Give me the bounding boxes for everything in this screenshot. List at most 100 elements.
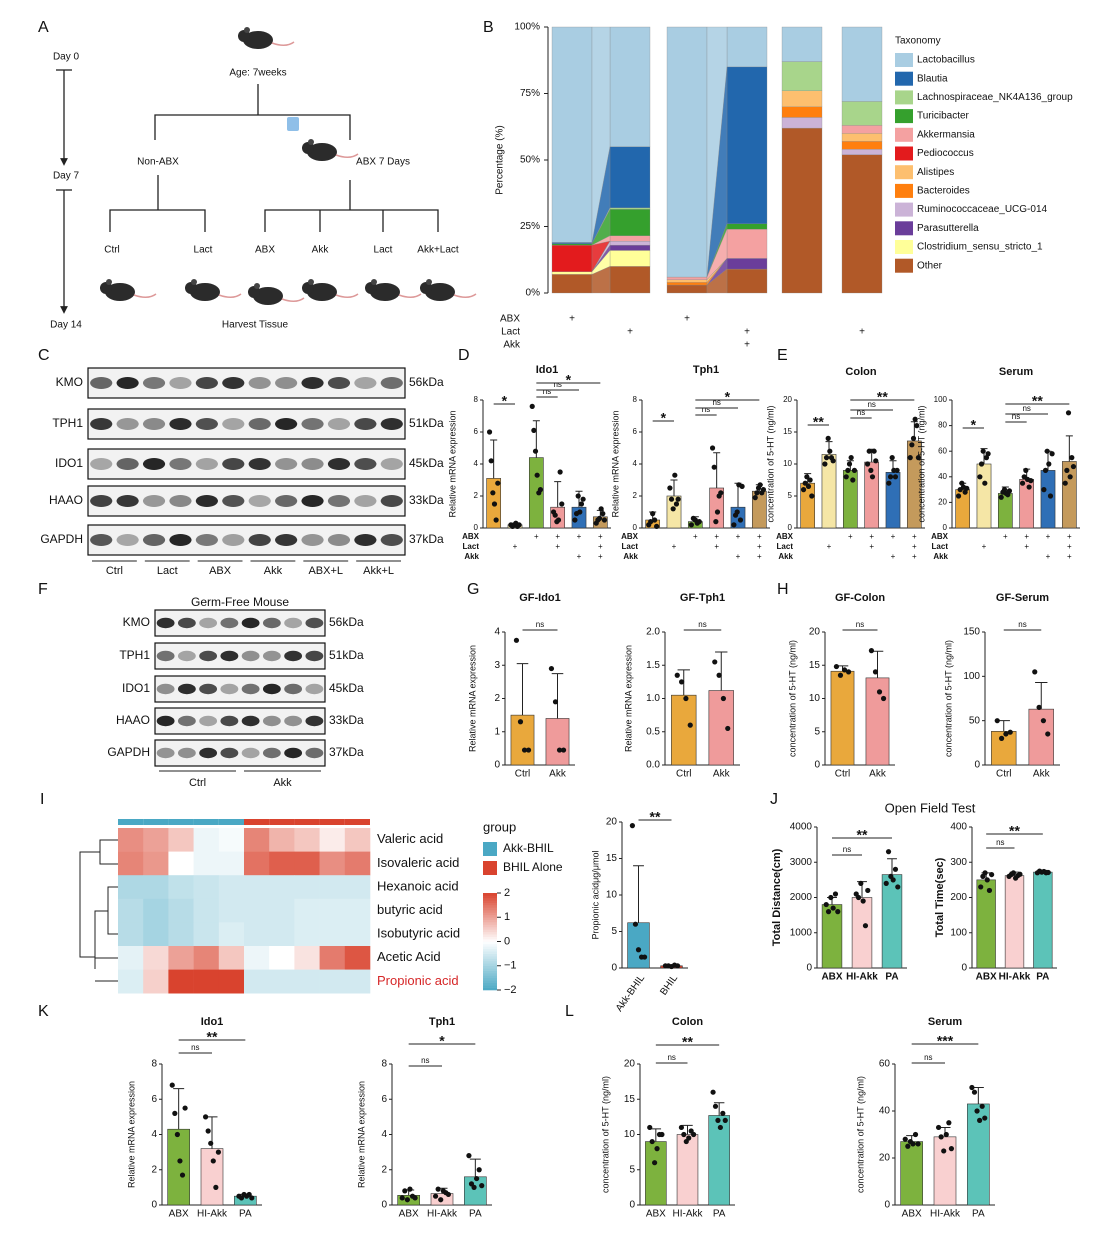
group-mark: + xyxy=(577,532,582,541)
y-tick-label: 6 xyxy=(151,1094,157,1105)
stack-segment xyxy=(726,229,768,259)
group-mark: + xyxy=(1024,542,1029,551)
y-tick-label: 2 xyxy=(494,693,500,704)
chart-title: Ido1 xyxy=(201,1016,224,1028)
data-point xyxy=(722,1117,728,1123)
bar xyxy=(200,1148,224,1206)
colorbar-step xyxy=(483,902,497,906)
data-point xyxy=(1044,448,1050,454)
data-point xyxy=(848,455,854,461)
heat-cell xyxy=(294,946,320,970)
x-tick-label: PA xyxy=(885,972,898,983)
data-point xyxy=(720,695,727,702)
group-mark: + xyxy=(744,340,750,351)
data-point xyxy=(914,423,920,429)
data-point xyxy=(654,1146,660,1152)
heat-cell xyxy=(319,851,346,876)
heat-cell xyxy=(143,875,169,900)
heat-cell xyxy=(294,851,320,876)
heat-cell xyxy=(244,922,270,947)
blot-band xyxy=(305,650,324,662)
data-point xyxy=(648,519,654,525)
stack-segment xyxy=(609,26,651,147)
protein-label: IDO1 xyxy=(122,681,150,695)
protein-label: GAPDH xyxy=(107,745,150,759)
blot-band xyxy=(327,418,351,430)
stack-segment xyxy=(609,235,651,242)
y-tick-label: 0 xyxy=(474,523,479,532)
data-point xyxy=(598,506,604,512)
group-strip xyxy=(118,819,144,825)
colorbar-step xyxy=(483,946,497,950)
axis xyxy=(482,400,611,529)
stack-segment xyxy=(781,26,823,62)
heat-cell xyxy=(344,969,371,994)
stack-segment xyxy=(551,244,593,272)
stack-segment xyxy=(551,242,593,244)
group-row-label: ABX xyxy=(931,532,949,541)
legend-swatch xyxy=(483,861,497,875)
significance-label: ** xyxy=(207,1029,218,1045)
dendrogram xyxy=(79,839,118,982)
blot-band xyxy=(275,418,298,430)
heat-cell xyxy=(218,946,245,970)
y-tick-label: 1.5 xyxy=(646,660,660,671)
data-point xyxy=(532,448,539,454)
colorbar-step xyxy=(483,963,497,967)
size-label: 45kDa xyxy=(329,681,364,695)
group-mark: + xyxy=(1024,532,1029,541)
y-axis-label: Relative mRNA expression xyxy=(623,645,633,752)
data-point xyxy=(1067,474,1073,480)
significance-label: ** xyxy=(650,809,661,825)
data-point xyxy=(905,1143,911,1149)
heat-cell xyxy=(143,946,169,970)
y-tick-label: 75% xyxy=(520,88,540,99)
colorbar-step xyxy=(483,929,497,933)
data-point xyxy=(825,435,831,441)
x-tick-label: PA xyxy=(713,1209,726,1220)
data-point xyxy=(757,482,763,488)
group-mark: + xyxy=(891,532,896,541)
blot-band xyxy=(284,747,303,759)
y-tick-label: 0 xyxy=(961,963,967,974)
blot-box xyxy=(87,408,406,440)
y-tick-label: 50 xyxy=(969,715,981,726)
data-point xyxy=(998,735,1005,742)
data-point xyxy=(560,747,567,753)
data-point xyxy=(672,472,678,478)
blot-band xyxy=(354,418,377,430)
data-point xyxy=(894,467,900,473)
data-point xyxy=(731,522,737,528)
blot-band xyxy=(380,377,403,389)
data-point xyxy=(548,665,555,672)
data-point xyxy=(517,719,524,725)
colorbar-step xyxy=(483,909,497,913)
group-strip xyxy=(143,819,169,825)
data-point xyxy=(830,905,836,911)
colorbar-step xyxy=(483,960,497,964)
significance-label: ** xyxy=(877,389,888,405)
y-tick-label: 15 xyxy=(624,1094,636,1105)
blot-band xyxy=(380,495,403,507)
data-point xyxy=(938,1134,944,1140)
row-label: Valeric acid xyxy=(377,831,443,846)
stack-segment xyxy=(609,207,651,210)
data-point xyxy=(865,887,871,894)
blot-band xyxy=(301,495,324,507)
blot-band xyxy=(305,715,324,727)
panel-label: I xyxy=(40,791,44,808)
heat-cell xyxy=(218,898,245,923)
heat-cell xyxy=(344,875,371,900)
y-tick-label: 20 xyxy=(809,627,821,638)
y-tick-label: 2.0 xyxy=(646,627,660,638)
bar xyxy=(851,897,873,969)
blot-band xyxy=(220,715,239,727)
colorbar-label: −2 xyxy=(504,984,517,996)
data-point xyxy=(179,1172,186,1178)
y-tick-label: 2 xyxy=(633,491,638,500)
protein-label: GAPDH xyxy=(40,532,83,546)
y-tick-label: 40 xyxy=(879,1106,891,1117)
colorbar-step xyxy=(483,941,497,945)
group-mark: + xyxy=(848,532,853,541)
data-point xyxy=(860,898,866,904)
